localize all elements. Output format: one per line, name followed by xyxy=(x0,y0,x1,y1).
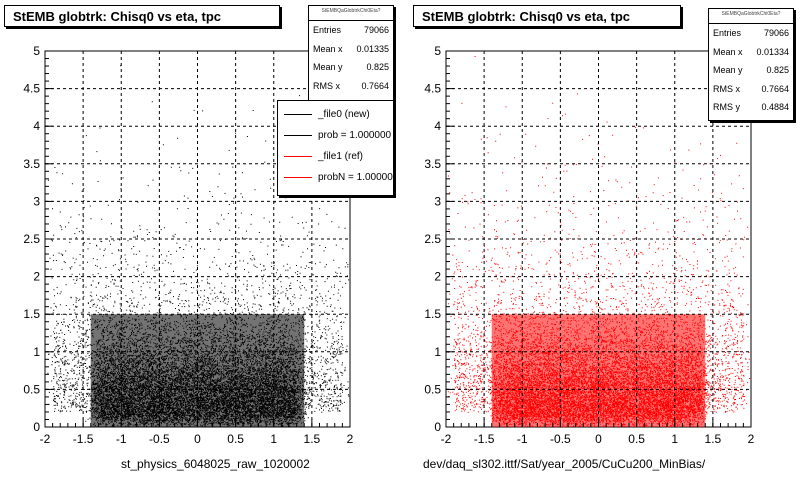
y-tick-label: 5 xyxy=(434,44,441,58)
y-tick-label: 3 xyxy=(434,194,441,208)
x-tick-label: -1 xyxy=(517,432,528,446)
legend-entry-file0: _file0 (new) xyxy=(278,104,393,125)
y-tick-label: 1 xyxy=(33,345,40,359)
y-tick-label: 0.5 xyxy=(23,382,40,396)
left-x-axis-title: st_physics_6048025_raw_1020002 xyxy=(121,457,310,471)
right-x-axis-title: dev/daq_sl302.ittf/Sat/year_2005/CuCu200… xyxy=(423,457,706,471)
right-grid xyxy=(446,51,751,427)
x-tick-label: 0.5 xyxy=(227,432,244,446)
right-plot-svg: -2 -1.5 -1 -0.5 0 0.5 1 1.5 2 0 0.5 1 1.5 2 2.5 3 3.5 4 4.… xyxy=(424,44,754,446)
legend-line-red xyxy=(284,177,312,178)
x-tick-label: -2 xyxy=(40,432,51,446)
right-plot-pad: -2 -1.5 -1 -0.5 0 0.5 1 1.5 2 0 0.5 1 1.5 2 2.5 3 3.5 4 4.… xyxy=(400,0,800,480)
left-stats-header: StEMBQaGlobtrkChi0Eta? xyxy=(309,6,393,21)
x-tick-label: 0 xyxy=(194,432,201,446)
x-tick-label: 0 xyxy=(595,432,602,446)
x-tick-label: -1.5 xyxy=(73,432,94,446)
y-tick-label: 1 xyxy=(434,345,441,359)
y-tick-label: 4 xyxy=(33,119,40,133)
y-tick-label: 4.5 xyxy=(23,82,40,96)
y-tick-label: 3 xyxy=(33,194,40,208)
x-tick-label: -0.5 xyxy=(550,432,571,446)
x-tick-label: 0.5 xyxy=(628,432,645,446)
right-stats-row-mean-y: Mean y 0.825 xyxy=(713,65,789,75)
x-tick-label: 1.5 xyxy=(304,432,321,446)
y-tick-label: 0 xyxy=(434,420,441,434)
left-stats-row-entries: Entries 79066 xyxy=(313,25,389,35)
y-tick-label: 5 xyxy=(33,44,40,58)
y-tick-label: 3.5 xyxy=(23,157,40,171)
legend-line-red xyxy=(284,156,312,157)
right-stats-box: StEMBQaGlobtrkChi0Eta? Entries 79066 Mean… xyxy=(708,8,794,121)
legend-entry-file1: _file1 (ref) xyxy=(278,146,393,167)
legend-entry-probn: probN = 1.000000 xyxy=(278,167,393,188)
y-tick-label: 1.5 xyxy=(424,307,441,321)
left-stats-box: StEMBQaGlobtrkChi0Eta? Entries 79066 Mean… xyxy=(308,5,394,101)
y-tick-label: 1.5 xyxy=(23,307,40,321)
right-stats-row-entries: Entries 79066 xyxy=(713,28,789,38)
y-tick-label: 3.5 xyxy=(424,157,441,171)
right-stats-row-rms-y: RMS y 0.4884 xyxy=(713,102,789,112)
x-tick-label: -2 xyxy=(441,432,452,446)
y-tick-label: 4.5 xyxy=(424,82,441,96)
right-stats-header: StEMBQaGlobtrkChi0Eta? xyxy=(709,9,793,24)
y-tick-label: 2.5 xyxy=(424,232,441,246)
legend-entry-prob: prob = 1.000000 xyxy=(278,125,393,146)
right-plot-title: StEMB globtrk: Chisq0 vs eta, tpc xyxy=(413,5,681,27)
x-tick-label: -0.5 xyxy=(149,432,170,446)
legend-box: _file0 (new) prob = 1.000000 _file1 (ref… xyxy=(277,100,394,196)
x-tick-label: -1 xyxy=(116,432,127,446)
x-tick-label: 1 xyxy=(270,432,277,446)
y-tick-label: 0.5 xyxy=(424,382,441,396)
right-axes: -2 -1.5 -1 -0.5 0 0.5 1 1.5 2 0 0.5 1 1.5 2 2.5 3 3.5 4 4.… xyxy=(424,44,754,446)
x-tick-label: 2 xyxy=(347,432,354,446)
left-plot-title: StEMB globtrk: Chisq0 vs eta, tpc xyxy=(4,5,280,27)
right-stats-row-mean-x: Mean x 0.01334 xyxy=(713,46,789,57)
left-stats-row-rms-x: RMS x 0.7664 xyxy=(313,80,389,91)
left-stats-row-mean-y: Mean y 0.825 xyxy=(313,62,389,72)
left-stats-row-mean-x: Mean x 0.01335 xyxy=(313,43,389,54)
y-tick-label: 2.5 xyxy=(23,232,40,246)
left-axes: -2 -1.5 -1 -0.5 0 0.5 1 1.5 2 0 0.5 1 1.5 2 2.5 3 3.5 4 4.… xyxy=(23,44,353,446)
x-tick-label: 2 xyxy=(748,432,755,446)
x-tick-label: 1.5 xyxy=(705,432,722,446)
left-plot-pad: -2 -1.5 -1 -0.5 0 0.5 1 1.5 2 0 0.5 1 1.5 2 2.5 3 3.5 4 4.… xyxy=(0,0,400,480)
y-tick-label: 2 xyxy=(33,270,40,284)
y-tick-label: 0 xyxy=(33,420,40,434)
y-tick-label: 2 xyxy=(434,270,441,284)
x-tick-label: -1.5 xyxy=(474,432,495,446)
right-stats-row-rms-x: RMS x 0.7664 xyxy=(713,83,789,94)
legend-line-black xyxy=(284,114,312,115)
y-tick-label: 4 xyxy=(434,119,441,133)
x-tick-label: 1 xyxy=(671,432,678,446)
legend-line-black xyxy=(284,135,312,136)
